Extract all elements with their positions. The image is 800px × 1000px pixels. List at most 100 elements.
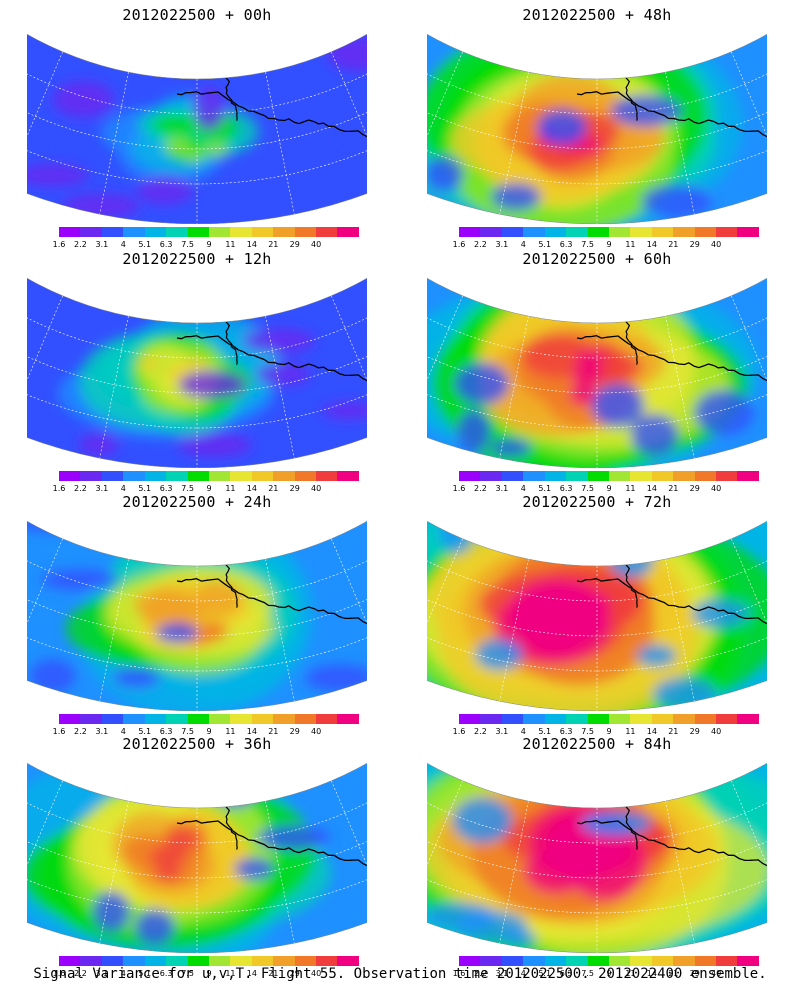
colorbar-tick-label: 1.6 (52, 727, 66, 736)
map-boundary (27, 521, 367, 711)
colorbar-tick-label: 21 (268, 727, 279, 736)
colorbar-tick-label: 2.2 (474, 727, 487, 736)
colorbar-segment (716, 471, 738, 481)
graticule (27, 34, 367, 224)
colorbar-tick-label: 6.3 (159, 727, 173, 736)
colorbar-segment (480, 227, 502, 237)
colorbar-segment (294, 471, 317, 481)
map-panel: 2012022500 + 48h 1.6 2.2 3.1 4 5.1 6.3 7.5 9 11 14… (412, 6, 782, 251)
variance-map (427, 34, 767, 224)
colorbar-segment (59, 471, 81, 481)
colorbar-segment (480, 471, 502, 481)
colorbar-tick-label: 7.5 (181, 484, 194, 493)
panel-title: 2012022500 + 36h (122, 735, 272, 753)
colorbar-segment (566, 714, 588, 724)
colorbar-tick-label: 29 (289, 727, 300, 736)
colorbar-segment (294, 714, 317, 724)
colorbar-tick-label: 4 (120, 727, 126, 736)
colorbar-tick-label: 29 (689, 969, 700, 978)
colorbar (59, 227, 359, 237)
colorbar-tick-label: 11 (625, 727, 636, 736)
colorbar-tick-label: 2.2 (74, 727, 87, 736)
colorbar-segment (273, 227, 295, 237)
colorbar-tick-label: 2.2 (474, 240, 487, 249)
colorbar-segment (694, 227, 717, 237)
variance-field (57, 308, 367, 458)
colorbar-segment (166, 714, 188, 724)
colorbar-segment (144, 714, 167, 724)
variance-map (27, 521, 367, 711)
colorbar-tick-label: 9 (206, 727, 212, 736)
map-panel: 2012022500 + 24h 1.6 2.2 3.1 4 5.1 6.3 7.5 9 11 14… (12, 493, 382, 738)
colorbar-ticks: 1.6 2.2 3.1 4 5.1 6.3 7.5 9 11 14 21 29 40 (453, 969, 759, 979)
colorbar-tick-label: 3.1 (495, 969, 509, 978)
colorbar-segment (694, 714, 717, 724)
colorbar-tick-label: 4 (520, 969, 526, 978)
colorbar-tick-label: 4 (520, 727, 526, 736)
colorbar-segment (630, 471, 652, 481)
colorbar-segment (651, 227, 674, 237)
colorbar-tick-label: 1.6 (452, 240, 466, 249)
map-panel: 2012022500 + 36h 1.6 2.2 3.1 4 5.1 6.3 7.5 9 11 14… (12, 735, 382, 980)
colorbar-ticks: 1.6 2.2 3.1 4 5.1 6.3 7.5 9 11 14 21 29 40 (453, 727, 759, 737)
colorbar-segment (501, 227, 524, 237)
colorbar-tick-label: 6.3 (159, 240, 173, 249)
colorbar-tick-label: 9 (206, 240, 212, 249)
colorbar-segment (737, 471, 759, 481)
colorbar-tick-label: 14 (246, 484, 257, 493)
colorbar-tick-label: 2.2 (474, 484, 487, 493)
colorbar-segment (144, 956, 167, 966)
colorbar-tick-label: 21 (668, 240, 679, 249)
coastline (576, 335, 767, 383)
colorbar-tick-label: 11 (625, 240, 636, 249)
colorbar-segment (123, 471, 145, 481)
colorbar-tick-label: 14 (246, 969, 257, 978)
colorbar-tick-label: 6.3 (559, 484, 573, 493)
colorbar-segment (587, 956, 609, 966)
colorbar-segment (273, 471, 295, 481)
map-boundary (27, 763, 367, 953)
colorbar-segment (737, 956, 759, 966)
colorbar-tick-label: 14 (246, 240, 257, 249)
colorbar-tick-label: 5.1 (538, 484, 552, 493)
colorbar-tick-label: 1.6 (452, 969, 466, 978)
colorbar-segment (251, 471, 274, 481)
colorbar-tick-label: 11 (225, 484, 236, 493)
panel-title: 2012022500 + 24h (122, 493, 272, 511)
colorbar-tick-label: 1.6 (452, 727, 466, 736)
variance-map (427, 521, 767, 711)
colorbar (59, 956, 359, 966)
colorbar-segment (294, 956, 317, 966)
colorbar-segment (608, 956, 631, 966)
colorbar-segment (716, 227, 738, 237)
variance-map (27, 278, 367, 468)
panel-title: 2012022500 + 48h (522, 6, 672, 24)
colorbar-tick-label: 29 (689, 727, 700, 736)
colorbar-segment (566, 227, 588, 237)
colorbar-segment (337, 227, 359, 237)
colorbar-tick-label: 40 (711, 727, 722, 736)
colorbar-segment (459, 956, 481, 966)
colorbar-tick-label: 4 (520, 484, 526, 493)
graticule (27, 521, 367, 711)
colorbar-tick-label: 40 (311, 969, 322, 978)
colorbar-tick-label: 40 (711, 240, 722, 249)
colorbar-tick-label: 6.3 (559, 727, 573, 736)
colorbar-ticks: 1.6 2.2 3.1 4 5.1 6.3 7.5 9 11 14 21 29 40 (53, 727, 359, 737)
colorbar-tick-label: 3.1 (495, 240, 509, 249)
graticule (427, 278, 767, 468)
colorbar-segment (316, 227, 338, 237)
colorbar-tick-label: 7.5 (581, 484, 594, 493)
colorbar-tick-label: 21 (668, 484, 679, 493)
colorbar-segment (716, 714, 738, 724)
colorbar-segment (630, 956, 652, 966)
colorbar-segment (337, 471, 359, 481)
panel-title: 2012022500 + 12h (122, 250, 272, 268)
colorbar-tick-label: 21 (268, 484, 279, 493)
map-boundary (27, 34, 367, 224)
colorbar-tick-label: 9 (206, 484, 212, 493)
panel-title: 2012022500 + 84h (522, 735, 672, 753)
graticule (427, 763, 767, 953)
coastline (176, 578, 367, 626)
graticule (427, 34, 767, 224)
